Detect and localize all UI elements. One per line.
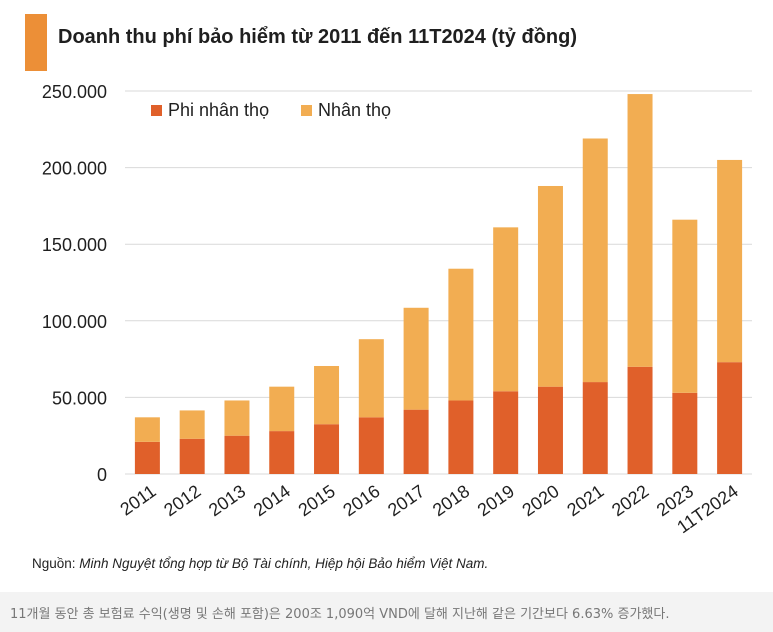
y-tick-label: 100.000	[42, 312, 107, 332]
x-tick-label: 2019	[474, 481, 518, 520]
bar-life	[179, 410, 205, 439]
x-tick-label: 2015	[295, 481, 339, 520]
source-text: Minh Nguyệt tổng hợp từ Bộ Tài chính, Hi…	[79, 556, 489, 571]
bar-non-life	[134, 441, 160, 474]
chart-title: Doanh thu phí bảo hiểm từ 2011 đến 11T20…	[58, 26, 578, 48]
chart-card: Doanh thu phí bảo hiểm từ 2011 đến 11T20…	[25, 14, 752, 571]
bar-non-life	[179, 438, 205, 474]
bar-life	[224, 400, 250, 436]
x-tick-label: 2022	[608, 481, 652, 520]
bar-non-life	[224, 435, 250, 474]
title-accent-bar	[25, 14, 47, 71]
bar-non-life	[269, 431, 295, 474]
bar-non-life	[314, 424, 340, 474]
y-tick-label: 250.000	[42, 82, 107, 102]
bar-non-life	[717, 362, 743, 474]
bar-life	[582, 138, 608, 383]
bar-life	[269, 386, 295, 432]
bar-life	[448, 268, 474, 401]
x-tick-label: 2020	[518, 481, 562, 520]
bar-non-life	[448, 400, 474, 474]
bar-life	[358, 339, 384, 418]
y-tick-label: 150.000	[42, 235, 107, 255]
source-label: Nguồn:	[32, 556, 80, 571]
bar-life	[493, 227, 519, 392]
bar-non-life	[358, 417, 384, 474]
bar-non-life	[672, 392, 698, 474]
x-tick-label: 2011	[116, 481, 159, 520]
x-tick-label: 2021	[563, 481, 607, 520]
bar-non-life	[627, 366, 653, 474]
x-tick-label: 2013	[205, 481, 249, 520]
legend-swatch-life	[301, 105, 312, 116]
x-tick-label: 2012	[160, 481, 204, 520]
bar-non-life	[493, 391, 519, 474]
y-tick-label: 0	[97, 465, 107, 485]
bar-life	[717, 159, 743, 363]
legend-label-life: Nhân thọ	[318, 100, 391, 120]
source-note: Nguồn: Minh Nguyệt tổng hợp từ Bộ Tài ch…	[32, 556, 488, 571]
bar-life	[672, 219, 698, 393]
x-tick-label: 2014	[250, 481, 294, 520]
bar-life	[134, 417, 160, 442]
legend-label-non-life: Phi nhân thọ	[168, 100, 269, 120]
bar-life	[627, 94, 653, 367]
legend-swatch-non-life	[151, 105, 162, 116]
image-caption: 11개월 동안 총 보험료 수익(생명 및 손해 포함)은 200조 1,090…	[10, 607, 670, 622]
bar-non-life	[582, 382, 608, 474]
bar-life	[537, 185, 563, 387]
x-tick-label: 2017	[384, 481, 428, 520]
y-tick-label: 50.000	[52, 388, 107, 408]
caption-bar: 11개월 동안 총 보험료 수익(생명 및 손해 포함)은 200조 1,090…	[0, 592, 773, 632]
bar-life	[314, 365, 340, 425]
bar-life	[403, 307, 429, 410]
x-tick-label: 2016	[339, 481, 383, 520]
y-tick-label: 200.000	[42, 159, 107, 179]
x-tick-label: 2018	[429, 481, 473, 520]
bar-non-life	[537, 386, 563, 474]
bar-non-life	[403, 409, 429, 474]
